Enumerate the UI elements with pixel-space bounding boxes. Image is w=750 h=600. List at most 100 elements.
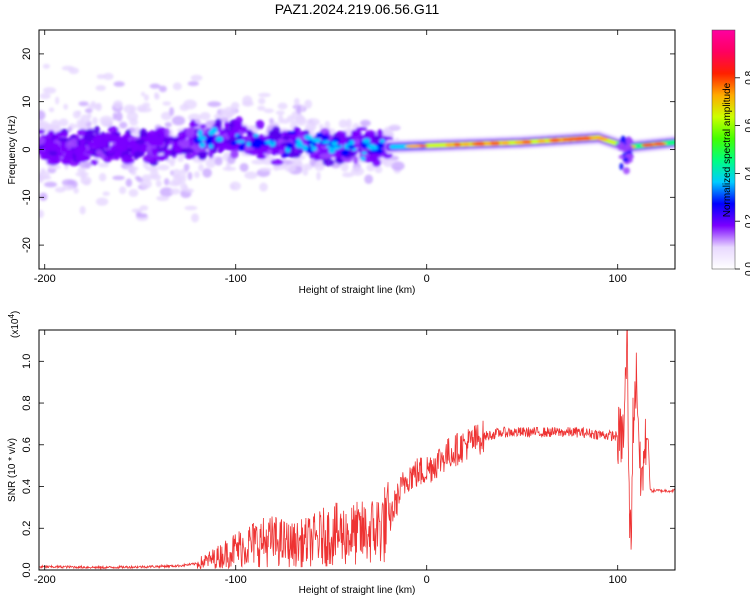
spectrogram-blob — [340, 149, 350, 157]
snr-y-axis-label: SNR (10 * v/v) — [7, 438, 18, 502]
spectrogram-blob — [549, 138, 561, 142]
spectrogram-blob — [184, 205, 198, 211]
spectrogram-blob — [143, 94, 149, 101]
spectrogram-blob — [55, 131, 66, 136]
snr-scale-exponent: 4 — [7, 314, 16, 319]
spectrogram-blob — [158, 85, 167, 93]
spectrogram-blob — [163, 148, 173, 155]
spectrogram-blob — [215, 136, 224, 142]
spectrogram-blob — [407, 144, 422, 148]
spectrogram-blob — [138, 107, 152, 113]
spectrogram-blob — [275, 110, 285, 115]
spectrogram-blob — [170, 188, 181, 195]
spectrogram-blob — [126, 147, 133, 153]
spectrogram-blob — [44, 181, 58, 188]
spectrogram-blob — [191, 213, 199, 223]
spectrogram-blob — [653, 142, 666, 146]
spectrogram-blob — [46, 158, 60, 166]
spectrogram-x-tick-label: 100 — [609, 273, 627, 285]
spectrogram-blob — [91, 136, 103, 143]
spectrogram-blob — [141, 174, 154, 181]
spectrogram-blob — [155, 180, 162, 188]
spectrogram-blob — [98, 172, 107, 182]
snr-line — [39, 330, 675, 570]
spectrogram-blob — [112, 175, 125, 181]
spectrogram-blob — [288, 130, 297, 135]
spectrogram-blob — [255, 119, 265, 130]
spectrogram-blob — [263, 108, 274, 114]
spectrogram-blob — [596, 137, 609, 141]
snr-x-tick-label: -100 — [225, 574, 247, 586]
snr-x-axis-label: Height of straight line (km) — [299, 585, 416, 596]
snr-panel: -200 -100 0 100 0.0 0.2 0.4 0.6 0.8 1.0 Height of… — [7, 311, 676, 596]
spectrogram-blob — [112, 112, 117, 121]
spectrogram-blob — [75, 171, 89, 177]
spectrogram-blob — [142, 154, 156, 164]
spectrogram-blob — [187, 171, 193, 181]
spectrogram-blob — [328, 147, 336, 154]
spectrogram-blob — [90, 100, 96, 107]
spectrogram-blob — [103, 135, 109, 146]
spectrogram-blob — [265, 140, 273, 145]
spectrogram-blob — [581, 136, 592, 140]
colorbar-gradient — [712, 30, 735, 269]
spectrogram-blob — [622, 157, 629, 162]
colorbar-ticks: 0.0 0.2 0.4 0.6 0.8 — [735, 70, 750, 276]
spectrogram-y-tick-label: -20 — [21, 237, 33, 253]
spectrogram-blob — [281, 153, 290, 158]
spectrogram-blob — [335, 130, 347, 137]
spectrogram-blob — [628, 145, 633, 152]
spectrogram-blob — [164, 121, 172, 128]
spectrogram-blob — [291, 157, 302, 167]
spectrogram-blob — [102, 191, 110, 196]
spectrogram-blob — [208, 135, 214, 141]
spectrogram-blob — [353, 156, 359, 165]
spectrogram-blob — [198, 135, 207, 142]
spectrogram-blob — [140, 143, 149, 149]
spectrogram-blob — [94, 142, 108, 149]
spectrogram-blob — [82, 180, 91, 186]
spectrogram-blob — [625, 137, 633, 146]
spectrogram-blob — [312, 141, 317, 147]
spectrogram-blob — [270, 159, 284, 166]
spectrogram-blob — [214, 157, 223, 166]
spectrogram-blob — [364, 174, 373, 184]
spectrogram-blobs — [39, 63, 675, 223]
snr-y-tick-label: 0.2 — [21, 521, 33, 536]
spectrogram-blob — [484, 141, 492, 146]
spectrogram-blob — [79, 137, 86, 146]
spectrogram-blob — [135, 213, 148, 218]
spectrogram-blob — [45, 123, 53, 132]
spectrogram-blob — [246, 141, 251, 147]
spectrogram-blob — [338, 119, 348, 129]
spectrogram-blob — [199, 124, 207, 129]
spectrogram-blob — [171, 115, 186, 126]
spectrogram-blob — [116, 138, 124, 144]
spectrogram-blob — [54, 187, 66, 193]
spectrogram-blob — [242, 95, 253, 106]
spectrogram-blob — [190, 74, 203, 81]
spectrogram-blob — [278, 113, 284, 124]
spectrogram-blob — [107, 126, 119, 134]
spectrogram-blob — [84, 150, 95, 155]
spectrogram-blob — [277, 102, 288, 110]
spectrogram-blob — [214, 118, 222, 128]
spectrogram-blob — [379, 138, 386, 144]
spectrogram-blob — [295, 130, 306, 138]
snr-y-tick-label: 0.4 — [21, 479, 33, 494]
spectrogram-blob — [229, 181, 241, 191]
spectrogram-blob — [164, 128, 170, 138]
spectrogram-y-tick-label: -10 — [21, 189, 33, 205]
spectrogram-blob — [619, 162, 624, 171]
spectrogram-blob — [185, 188, 195, 193]
spectrogram-blob — [389, 124, 400, 130]
spectrogram-blob — [179, 104, 190, 111]
spectrogram-blob — [347, 144, 356, 149]
spectrogram-blob — [444, 143, 455, 147]
spectrogram-blob — [95, 197, 109, 206]
spectrogram-blob — [239, 163, 249, 172]
spectrogram-blob — [39, 136, 46, 146]
spectrogram-blob — [304, 134, 313, 140]
spectrogram-blob — [40, 167, 46, 174]
